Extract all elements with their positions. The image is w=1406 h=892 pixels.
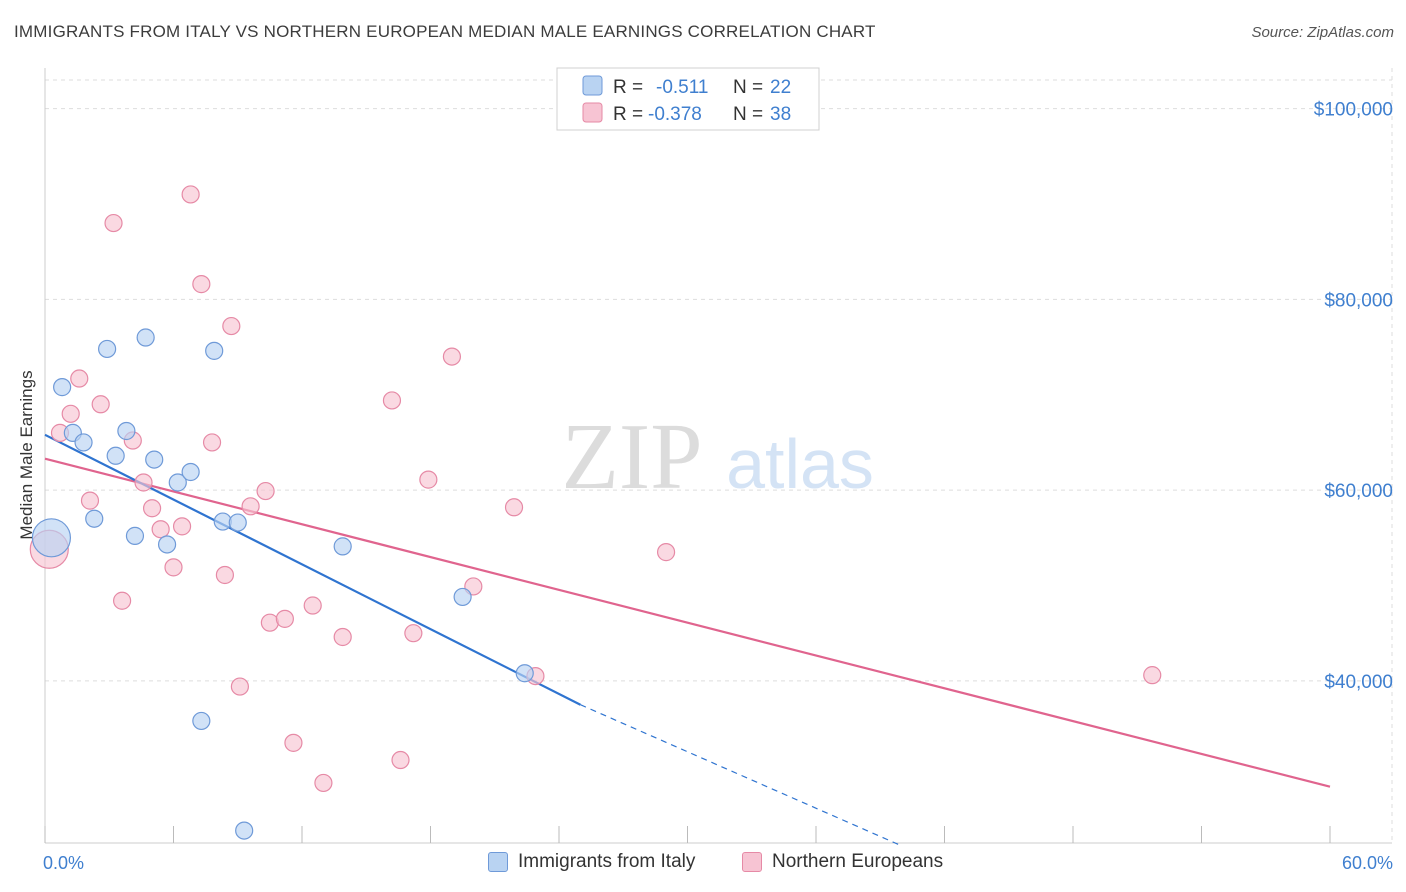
point-northern — [202, 433, 222, 452]
legend-r-value-italy: -0.511 — [656, 77, 708, 98]
legend-n-value-northern: 38 — [770, 104, 791, 125]
trend-line-northern — [44, 457, 1331, 788]
point-northern — [164, 558, 183, 577]
legend-n-label-italy: N = — [733, 77, 763, 98]
point-northern — [142, 499, 162, 518]
point-northern — [404, 624, 423, 643]
point-northern — [275, 609, 294, 628]
series-legend: Immigrants from Italy Northern Europeans — [0, 851, 1406, 879]
point-northern — [314, 773, 333, 793]
point-italy — [85, 509, 104, 528]
point-northern — [80, 491, 100, 510]
point-northern — [504, 498, 524, 517]
legend-swatch-northern-bottom — [742, 852, 762, 872]
legend-swatch-italy — [582, 75, 603, 96]
legend-label-northern: Northern Europeans — [772, 851, 944, 872]
point-italy — [192, 711, 211, 731]
point-northern — [442, 347, 462, 366]
legend-label-italy: Immigrants from Italy — [518, 851, 696, 872]
y-axis-label: Median Male Earnings — [17, 370, 36, 539]
point-northern — [230, 677, 249, 696]
point-northern — [134, 473, 153, 492]
point-northern — [382, 391, 402, 410]
point-italy — [31, 518, 72, 558]
point-northern — [215, 565, 234, 585]
legend-item-italy: Immigrants from Italy — [488, 851, 695, 873]
point-northern — [104, 213, 123, 233]
grid-lines — [45, 68, 1393, 843]
source-label: Source: ZipAtlas.com — [1251, 24, 1394, 41]
point-northern — [284, 733, 303, 752]
trend-line-italy-extension — [580, 704, 902, 847]
point-northern — [419, 470, 438, 489]
point-northern — [303, 596, 322, 615]
correlation-legend: R = -0.511 N = 22 R = -0.378 N = 38 — [556, 67, 820, 131]
axes — [44, 68, 1392, 844]
point-northern — [172, 517, 192, 536]
point-italy — [125, 526, 145, 545]
point-northern — [656, 543, 676, 562]
point-northern — [222, 316, 241, 336]
point-italy — [453, 587, 472, 607]
y-tick-label: $60,000 — [1324, 481, 1393, 502]
legend-n-label-northern: N = — [733, 104, 763, 125]
point-northern — [241, 497, 260, 516]
point-italy — [515, 664, 534, 683]
point-italy — [181, 462, 200, 482]
y-tick-label: $80,000 — [1324, 290, 1393, 311]
tick-labels: $40,000 $60,000 $80,000 $100,000 0.0% 60.0% — [43, 100, 1393, 873]
point-northern — [61, 404, 80, 423]
point-northern — [70, 369, 89, 388]
point-italy — [157, 535, 177, 554]
point-northern — [256, 481, 275, 501]
legend-item-northern: Northern Europeans — [742, 851, 943, 873]
legend-swatch-italy-bottom — [488, 852, 508, 872]
data-points — [29, 185, 1162, 840]
point-italy — [106, 446, 125, 465]
legend-r-value-northern: -0.378 — [648, 104, 702, 125]
point-italy — [228, 513, 247, 532]
point-northern — [333, 627, 352, 647]
y-tick-label: $40,000 — [1324, 672, 1393, 693]
point-northern — [391, 750, 410, 770]
point-italy — [74, 433, 93, 452]
chart-title: IMMIGRANTS FROM ITALY VS NORTHERN EUROPE… — [14, 22, 876, 41]
y-tick-label: $100,000 — [1314, 100, 1393, 121]
point-italy — [136, 328, 155, 347]
point-northern — [1143, 666, 1162, 685]
x-tick-label-max: 60.0% — [1342, 853, 1393, 873]
watermark-zip: ZIP — [562, 405, 703, 509]
point-italy — [333, 537, 352, 556]
point-italy — [98, 339, 117, 359]
point-northern — [112, 591, 132, 610]
legend-n-value-italy: 22 — [770, 77, 791, 98]
point-italy — [235, 821, 254, 840]
point-italy — [117, 421, 136, 441]
point-italy — [53, 378, 72, 397]
point-italy — [145, 450, 164, 469]
legend-r-label-italy: R = — [613, 77, 643, 98]
legend-swatch-northern — [582, 102, 603, 123]
point-italy — [205, 341, 224, 360]
point-northern — [151, 520, 170, 539]
point-northern — [181, 185, 200, 204]
legend-r-label-northern: R = — [613, 104, 643, 125]
watermark-atlas: atlas — [726, 425, 874, 503]
point-northern — [260, 613, 279, 632]
x-tick-label-min: 0.0% — [43, 853, 84, 873]
point-italy — [168, 473, 187, 492]
watermark: ZIP atlas — [562, 405, 874, 509]
point-northern — [192, 275, 211, 294]
point-northern — [91, 395, 110, 414]
trend-line-italy — [44, 433, 581, 706]
trend-lines — [44, 433, 1331, 847]
